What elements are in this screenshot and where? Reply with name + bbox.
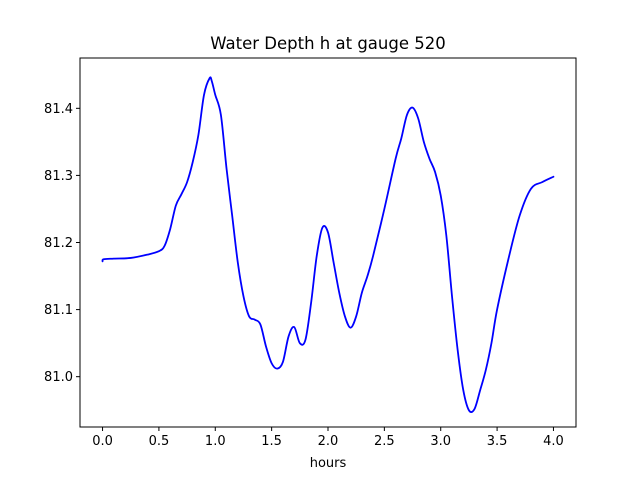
x-tick-label: 0.0: [92, 434, 113, 449]
series-line: [101, 76, 555, 413]
y-tick-label: 81.4: [44, 102, 73, 117]
x-tick-label: 3.5: [487, 434, 508, 449]
x-tick-label: 4.0: [543, 434, 564, 449]
x-tick-label: 0.5: [149, 434, 170, 449]
x-tick-label: 2.5: [374, 434, 395, 449]
y-tick-label: 81.0: [44, 370, 73, 385]
x-tick-label: 1.0: [205, 434, 226, 449]
x-axis-label: hours: [310, 456, 347, 471]
chart-title: Water Depth h at gauge 520: [210, 34, 445, 53]
plot-content: [101, 76, 555, 413]
x-tick-label: 1.5: [261, 434, 282, 449]
x-axis: 0.0 0.5 1.0 1.5 2.0 2.5 3.0 3.5 4.0: [92, 427, 564, 449]
x-tick-label: 3.0: [430, 434, 451, 449]
y-axis: 81.0 81.1 81.2 81.3 81.4: [44, 102, 80, 385]
y-tick-label: 81.1: [44, 303, 73, 318]
y-tick-label: 81.3: [44, 169, 73, 184]
y-tick-label: 81.2: [44, 236, 73, 251]
x-tick-label: 2.0: [318, 434, 339, 449]
